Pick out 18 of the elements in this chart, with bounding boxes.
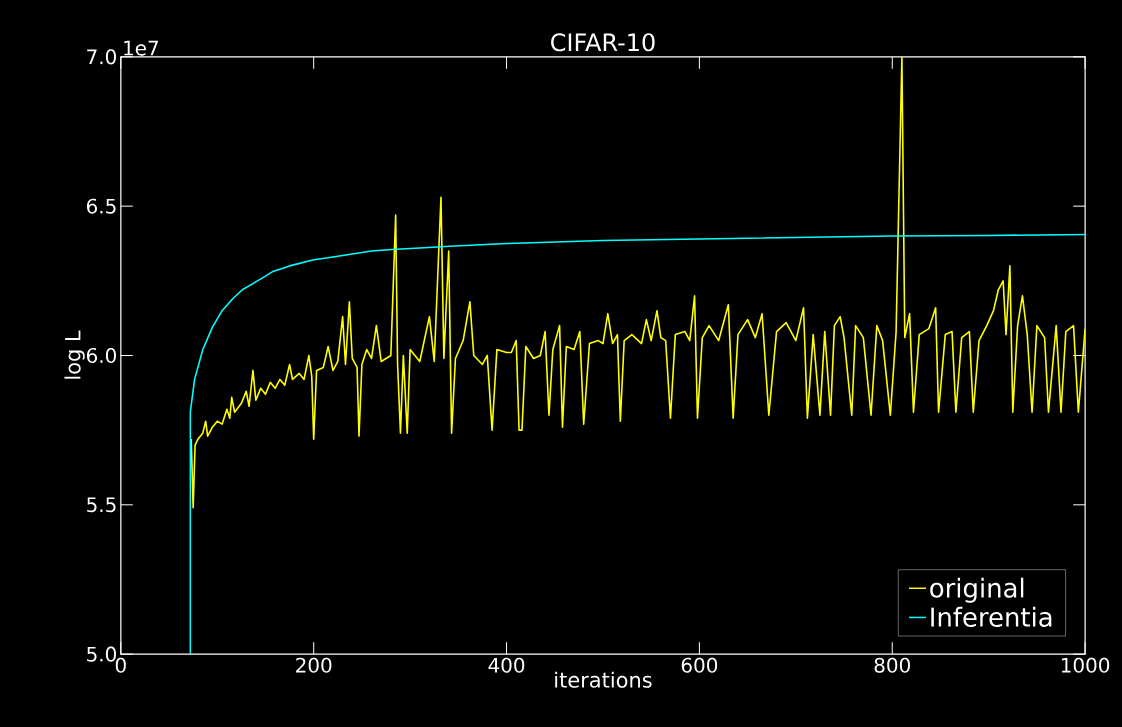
chart-title: CIFAR-10 — [551, 33, 655, 52]
legend-label: original — [930, 577, 1024, 603]
x-tick-label: 0 — [115, 657, 126, 673]
line-series — [190, 56, 1086, 509]
y-tick-label: 5.5 — [87, 497, 116, 513]
x-axis-title: iterations — [555, 671, 652, 688]
y-tick-label: 6.5 — [86, 198, 116, 214]
x-tick-label: 800 — [874, 657, 910, 673]
x-tick-label: 600 — [681, 657, 718, 673]
y-tick-label: 6.0 — [86, 347, 116, 364]
x-tick-label: 200 — [296, 657, 332, 673]
text: 1e7 — [124, 40, 158, 56]
x-tick-label: 1000 — [1061, 657, 1110, 673]
y-tick-label: 5.0 — [87, 646, 116, 662]
x-tick-label: 400 — [488, 657, 525, 673]
y-tick-label: 7.0 — [87, 49, 116, 65]
y-axis-title: log L — [64, 330, 85, 379]
legend-label: Inferentia — [931, 606, 1052, 627]
